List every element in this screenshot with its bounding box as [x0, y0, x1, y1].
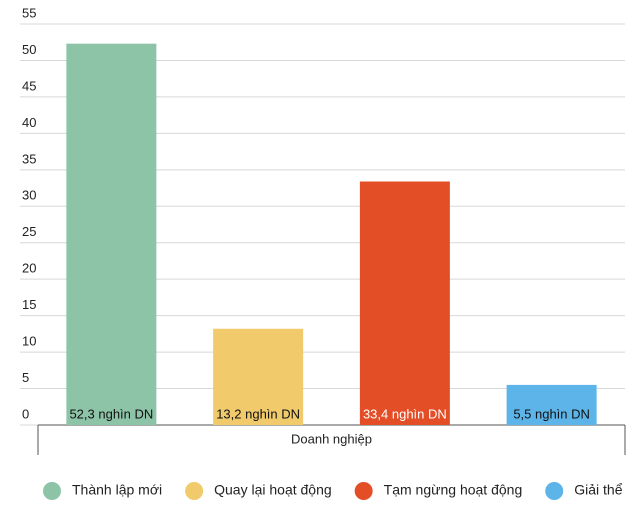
- value-label: 33,4 nghìn DN: [363, 406, 447, 421]
- bar: [213, 328, 304, 425]
- bar: [359, 181, 450, 425]
- legend-marker: [185, 482, 204, 500]
- y-tick-label: 20: [22, 261, 36, 276]
- y-tick-label: 55: [22, 5, 36, 20]
- legend-marker: [43, 482, 61, 500]
- y-tick-label: 50: [22, 42, 36, 57]
- y-tick-label: 30: [22, 188, 36, 203]
- bar: [506, 384, 597, 425]
- y-tick-label: 0: [22, 406, 29, 421]
- value-label: 13,2 nghìn DN: [216, 406, 300, 421]
- y-tick-label: 10: [22, 334, 36, 349]
- y-tick-label: 5: [22, 370, 29, 385]
- legend-label: Quay lại hoạt động: [214, 482, 332, 498]
- y-tick-label: 35: [22, 151, 36, 166]
- legend-label: Tạm ngừng hoạt động: [384, 482, 523, 498]
- y-tick-label: 40: [22, 115, 36, 130]
- y-tick-label: 15: [22, 297, 36, 312]
- legend-label: Giải thể: [574, 482, 622, 498]
- value-label: 5,5 nghìn DN: [513, 406, 590, 421]
- value-label: 52,3 nghìn DN: [69, 406, 153, 421]
- y-tick-label: 45: [22, 78, 36, 93]
- legend-marker: [354, 482, 373, 500]
- bar: [66, 43, 157, 425]
- y-tick-label: 25: [22, 224, 36, 239]
- legend-marker: [545, 482, 564, 500]
- x-tick-label: Doanh nghiệp: [291, 431, 372, 446]
- legend-label: Thành lập mới: [72, 482, 162, 498]
